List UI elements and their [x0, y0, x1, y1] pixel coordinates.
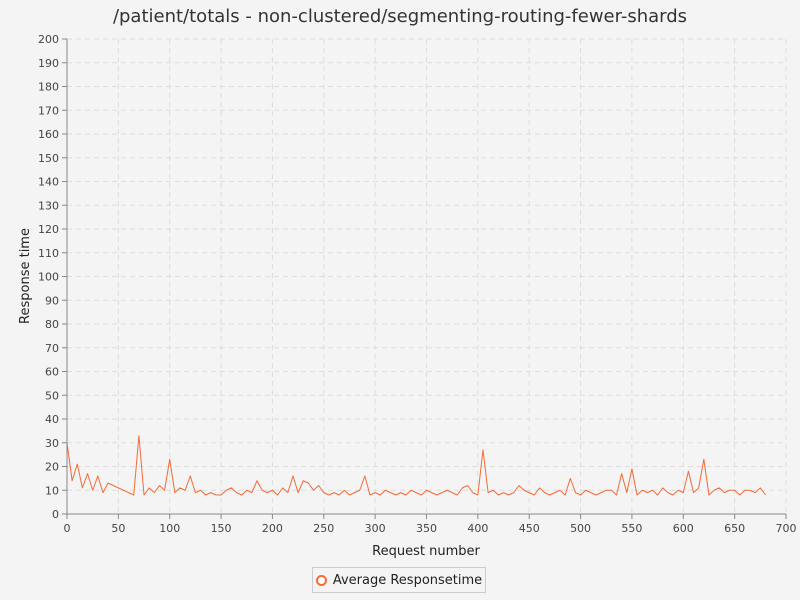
y-tick-label: 150: [38, 152, 59, 165]
legend-label: Average Responsetime: [332, 572, 483, 588]
y-tick-label: 160: [38, 128, 59, 141]
x-tick-label: 650: [724, 522, 745, 535]
y-tick-label: 40: [45, 413, 59, 426]
x-tick-label: 150: [211, 522, 232, 535]
x-tick-label: 350: [416, 522, 437, 535]
grid: [67, 38, 787, 514]
x-axis-title: Request number: [372, 544, 480, 559]
series-layer: [66, 435, 766, 496]
y-tick-label: 180: [38, 81, 59, 94]
y-tick-label: 110: [38, 247, 59, 260]
y-tick-label: 50: [45, 389, 59, 402]
y-tick-label: 200: [38, 33, 59, 46]
y-axis-title: Response time: [18, 228, 33, 324]
y-tick-label: 10: [45, 484, 59, 497]
series-line: [66, 435, 766, 496]
y-tick-label: 80: [45, 318, 59, 331]
x-tick-label: 0: [64, 522, 71, 535]
chart-title: /patient/totals - non-clustered/segmenti…: [112, 6, 688, 27]
x-tick-label: 450: [519, 522, 540, 535]
x-tick-label: 600: [673, 522, 694, 535]
x-tick-label: 500: [570, 522, 591, 535]
y-tick-label: 190: [38, 57, 59, 70]
x-tick-label: 100: [159, 522, 180, 535]
y-tick-label: 0: [52, 508, 59, 521]
y-tick-label: 130: [38, 199, 59, 212]
y-tick-label: 70: [45, 342, 59, 355]
x-tick-label: 400: [467, 522, 488, 535]
x-tick-label: 550: [621, 522, 642, 535]
legend: Average Responsetime: [312, 567, 486, 593]
x-tick-label: 700: [776, 522, 797, 535]
axes: 0 10 20 30 40 50 60 70 80 90 100 110 120 130 140 150 160…: [38, 33, 797, 535]
legend-marker-icon: [315, 574, 327, 586]
y-tick-label: 170: [38, 104, 59, 117]
y-tick-label: 140: [38, 176, 59, 189]
y-tick-label: 60: [45, 366, 59, 379]
x-tick-label: 200: [262, 522, 283, 535]
x-tick-label: 300: [365, 522, 386, 535]
x-tick-label: 50: [111, 522, 125, 535]
y-tick-label: 20: [45, 461, 59, 474]
y-tick-label: 120: [38, 223, 59, 236]
y-tick-label: 90: [45, 294, 59, 307]
x-tick-label: 250: [313, 522, 334, 535]
y-tick-label: 100: [38, 271, 59, 284]
y-tick-label: 30: [45, 437, 59, 450]
